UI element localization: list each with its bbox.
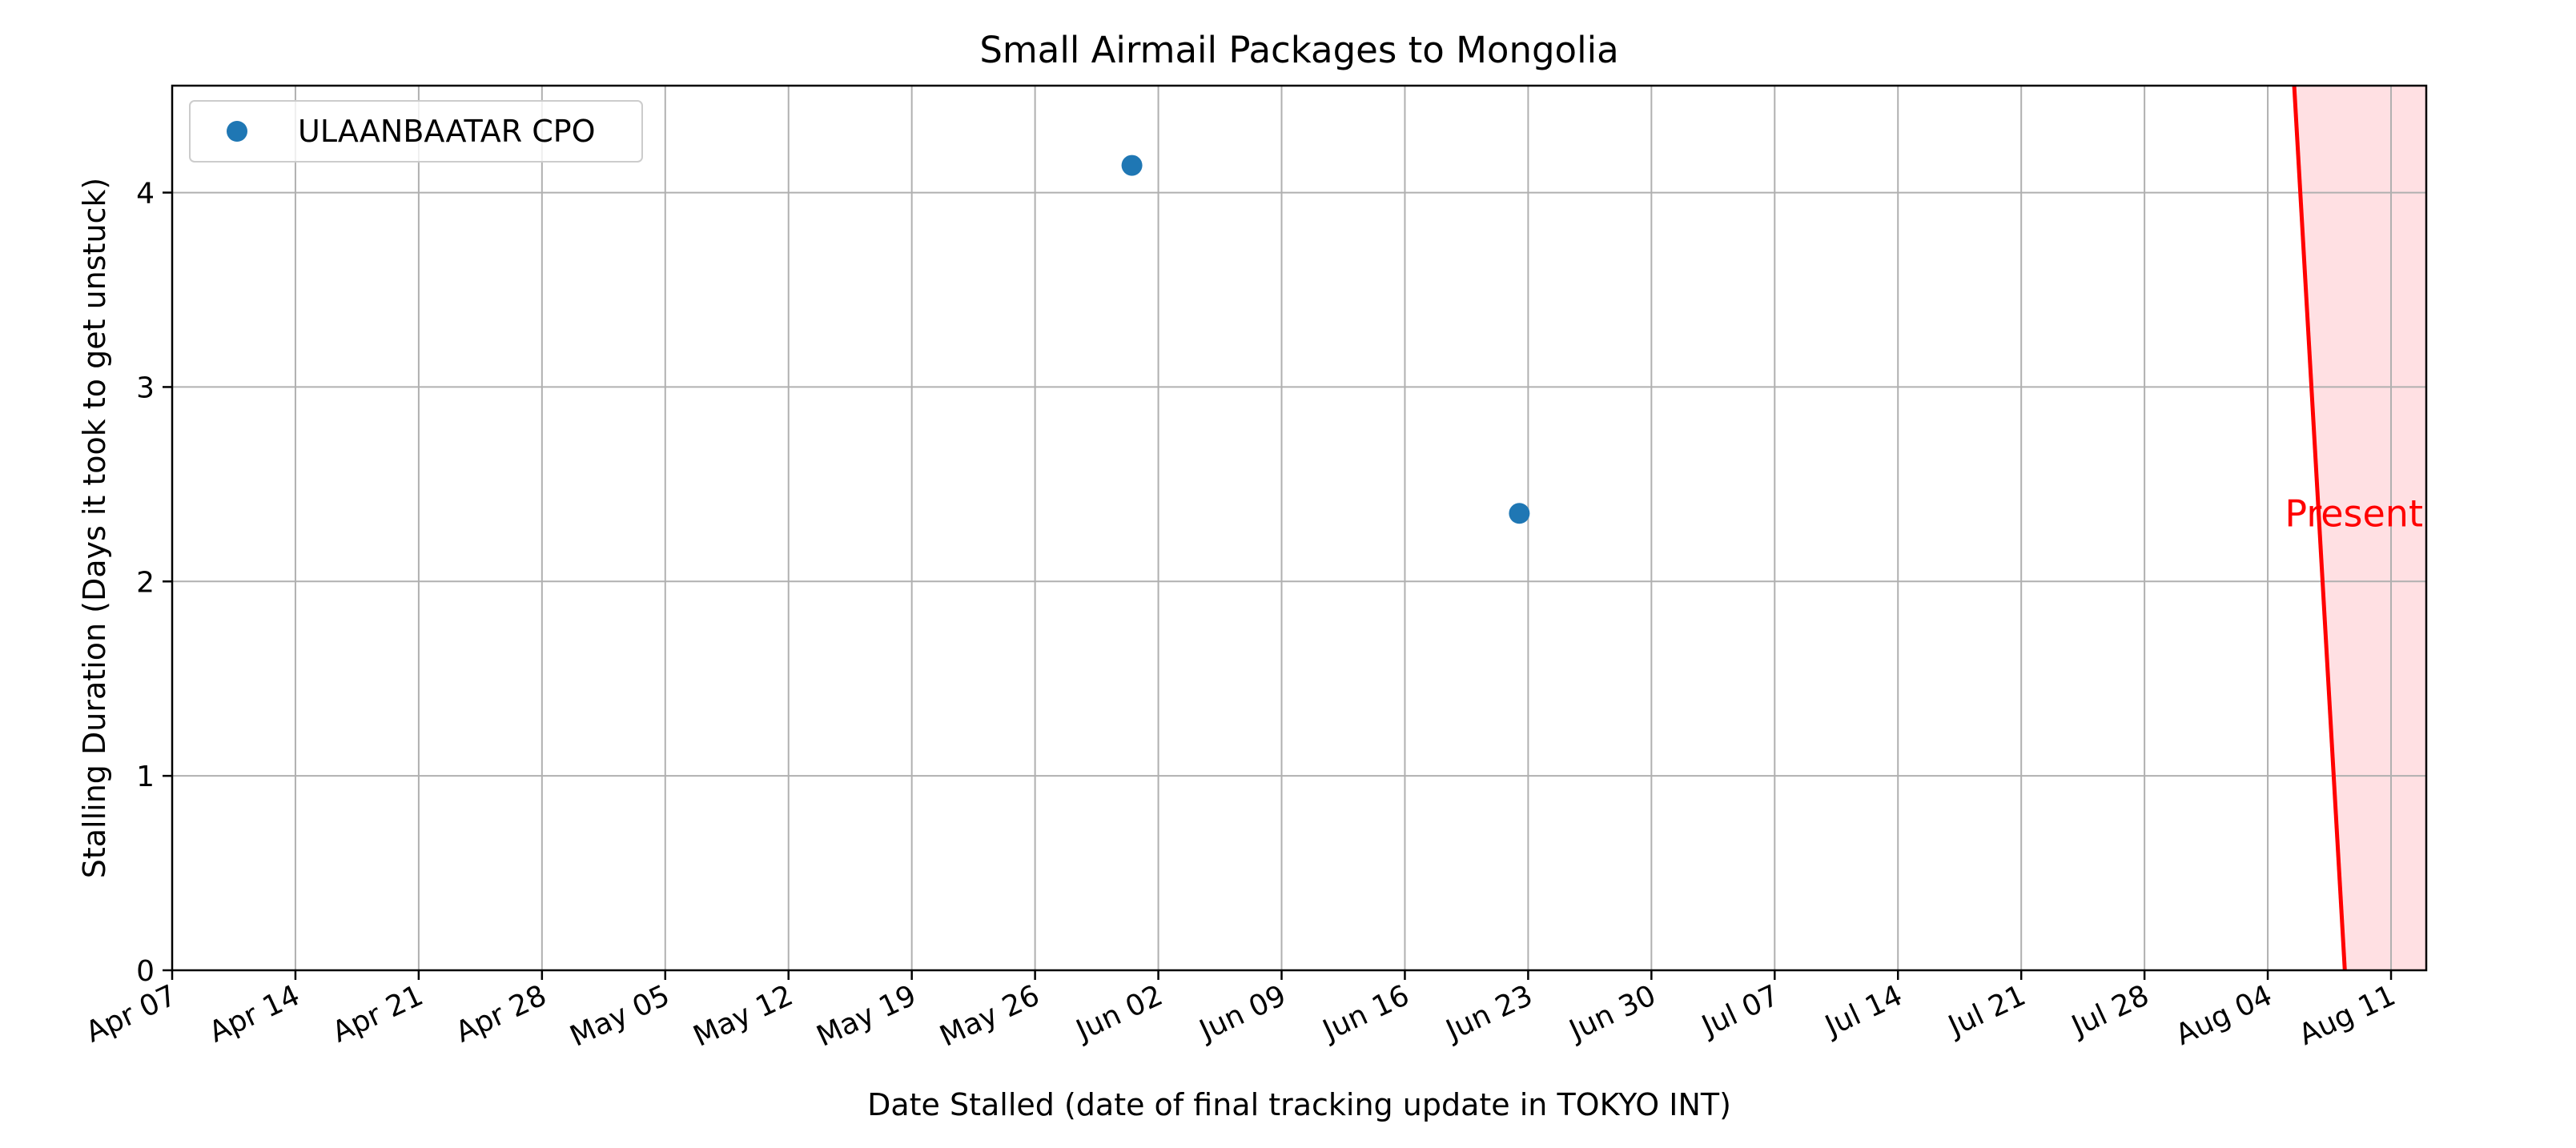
y-tick-label: 0 [136,955,155,988]
present-line [2292,85,2347,971]
legend-label: ULAANBAATAR CPO [298,114,596,149]
y-tick-label: 3 [136,371,155,404]
y-tick-label: 2 [136,566,155,599]
chart-title: Small Airmail Packages to Mongolia [979,29,1618,71]
y-tick-label: 4 [136,178,155,211]
legend-box [189,100,643,163]
data-point [1509,503,1530,524]
legend: ULAANBAATAR CPO [189,100,643,163]
plot-frame [171,84,2428,972]
present-shaded-region [2294,86,2426,970]
y-axis-label: Stalling Duration (Days it took to get u… [77,178,112,879]
x-axis-label: Date Stalled (date of final tracking upd… [867,1087,1731,1122]
legend-marker [227,121,247,142]
y-tick-label: 1 [136,761,155,793]
data-point [1121,155,1143,176]
present-label: Present [2285,492,2423,535]
